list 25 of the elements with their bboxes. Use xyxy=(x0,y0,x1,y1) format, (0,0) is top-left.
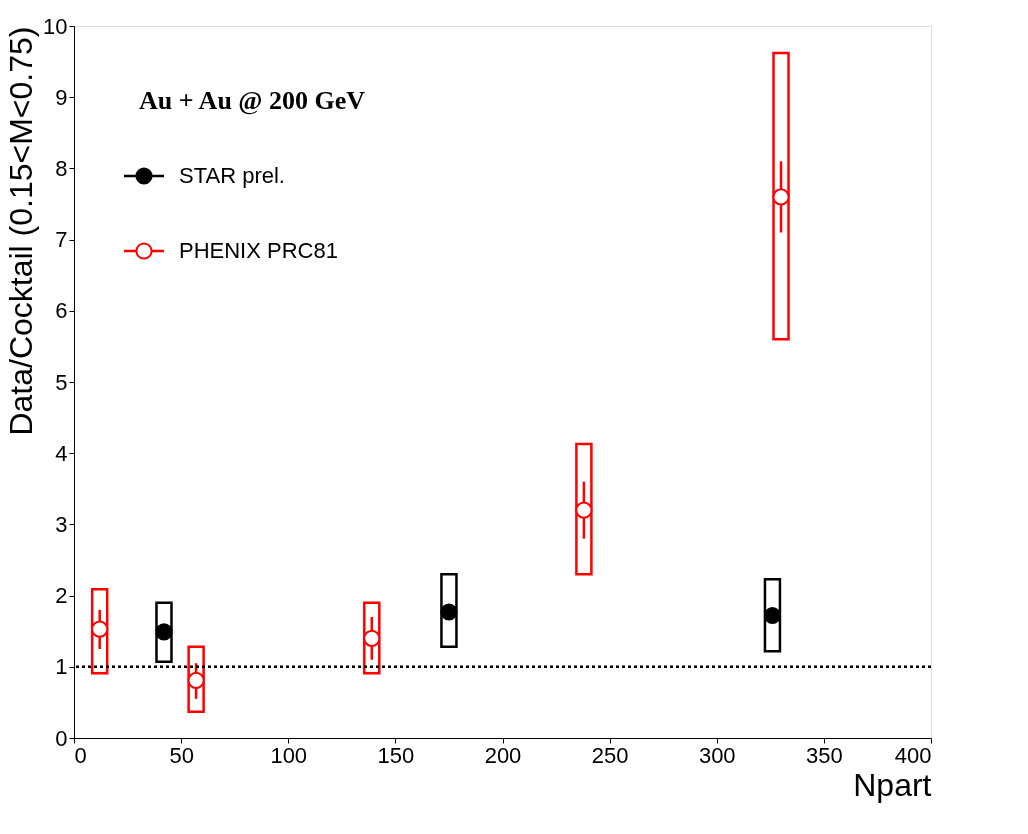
x-tick-label: 350 xyxy=(806,742,843,768)
y-tick-label: 3 xyxy=(55,511,68,537)
y-tick-label: 1 xyxy=(55,654,68,680)
y-tick-label: 2 xyxy=(55,583,68,609)
x-tick-label: 200 xyxy=(484,742,522,768)
x-tick-label: 250 xyxy=(591,742,629,768)
y-tick-label: 8 xyxy=(55,155,68,181)
x-tick-label: 100 xyxy=(270,742,308,768)
y-tick-label: 10 xyxy=(43,13,68,39)
x-tick-label: 400 xyxy=(894,742,932,768)
y-axis-title: Data/Cocktail (0.15<M<0.75) xyxy=(3,26,40,436)
y-tick-label: 4 xyxy=(55,440,68,466)
x-tick-label: 50 xyxy=(169,742,194,768)
x-axis-title: Npart xyxy=(853,766,932,803)
y-tick-label: 7 xyxy=(55,227,68,253)
legend-label: PHENIX PRC81 xyxy=(179,238,338,263)
x-tick-label: 300 xyxy=(698,742,736,768)
y-tick-label: 5 xyxy=(55,369,68,395)
x-tick-label: 0 xyxy=(74,742,87,768)
y-tick-label: 6 xyxy=(55,298,68,324)
annotation: Au + Au @ 200 GeV xyxy=(139,86,366,115)
y-tick-label: 0 xyxy=(55,725,68,751)
legend-label: STAR prel. xyxy=(179,163,285,188)
x-tick-label: 150 xyxy=(377,742,415,768)
y-tick-label: 9 xyxy=(55,84,68,110)
